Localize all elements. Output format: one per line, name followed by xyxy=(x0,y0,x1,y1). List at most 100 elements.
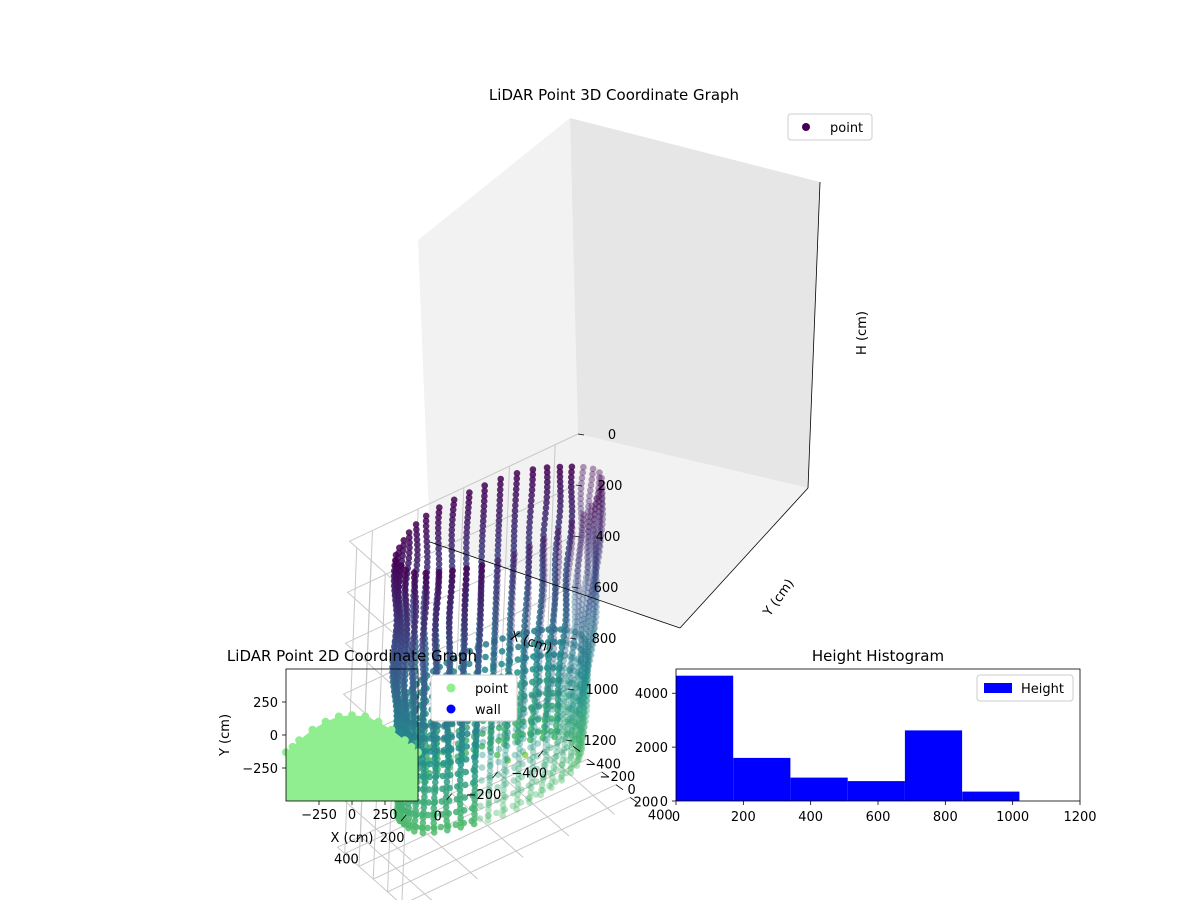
z-tick-label-3d: 0 xyxy=(608,428,616,443)
point-3d xyxy=(547,634,555,641)
point-3d xyxy=(514,786,522,793)
point-3d xyxy=(568,669,575,677)
point-3d xyxy=(571,603,578,611)
point-3d xyxy=(580,729,587,737)
point-3d xyxy=(559,751,567,759)
point-3d xyxy=(578,692,585,700)
point-3d xyxy=(507,610,514,618)
point-2d xyxy=(361,712,370,721)
point-3d xyxy=(488,723,496,730)
point-3d xyxy=(482,641,490,648)
point-fill-2d xyxy=(286,715,418,801)
point-3d xyxy=(577,657,584,664)
point-3d xyxy=(485,796,493,804)
point-3d xyxy=(553,740,561,747)
point-3d xyxy=(525,782,533,789)
point-3d xyxy=(565,678,573,686)
point-3d xyxy=(461,635,469,643)
point-3d xyxy=(568,659,575,667)
point-3d xyxy=(432,664,440,672)
point-3d xyxy=(446,663,453,670)
point-3d xyxy=(592,552,599,560)
point-3d xyxy=(564,555,571,563)
point-3d xyxy=(434,524,442,532)
point-3d xyxy=(575,557,582,564)
point-3d xyxy=(432,779,439,786)
point-3d xyxy=(521,692,528,700)
point-3d xyxy=(579,596,586,603)
point-3d xyxy=(446,629,453,637)
point-3d xyxy=(563,606,571,613)
point-3d xyxy=(586,597,594,605)
point-3d xyxy=(534,716,542,723)
point-3d xyxy=(540,561,548,569)
point-3d xyxy=(503,732,510,740)
point-3d xyxy=(578,698,585,706)
point-3d xyxy=(584,609,592,617)
point-3d xyxy=(574,577,582,585)
point-3d xyxy=(577,711,585,719)
point-3d xyxy=(581,660,588,667)
point-3d xyxy=(568,493,575,501)
point-3d xyxy=(571,748,578,756)
point-3d xyxy=(494,572,502,579)
point-3d xyxy=(583,677,591,684)
point-3d xyxy=(582,605,589,612)
point-3d xyxy=(473,722,481,729)
point-3d xyxy=(565,706,572,713)
point-3d xyxy=(592,613,600,621)
x-tick-label-histogram: 1000 xyxy=(996,810,1029,825)
point-3d xyxy=(570,695,577,703)
point-3d xyxy=(530,728,538,735)
point-3d xyxy=(592,556,599,563)
point-3d xyxy=(583,620,590,628)
histogram-bar xyxy=(962,791,1020,801)
point-3d xyxy=(463,570,470,578)
point-3d xyxy=(511,555,518,563)
point-3d xyxy=(536,647,543,655)
point-3d xyxy=(590,585,597,593)
point-3d xyxy=(486,745,494,752)
point-3d xyxy=(580,704,587,712)
point-3d xyxy=(575,756,583,763)
point-3d xyxy=(569,705,576,713)
point-3d xyxy=(584,528,592,536)
point-3d xyxy=(461,611,469,619)
point-3d xyxy=(490,645,498,652)
point-3d xyxy=(533,646,541,653)
point-3d xyxy=(457,761,465,768)
point-3d xyxy=(584,584,592,592)
point-3d xyxy=(539,734,546,742)
point-3d xyxy=(473,732,480,739)
point-3d xyxy=(599,505,606,513)
point-3d xyxy=(551,590,559,598)
point-3d xyxy=(568,654,576,661)
point-3d xyxy=(503,722,511,730)
point-3d xyxy=(490,655,497,663)
point-3d xyxy=(578,611,585,619)
point-3d xyxy=(590,610,597,618)
point-3d xyxy=(420,694,428,702)
point-3d xyxy=(585,552,593,560)
point-3d xyxy=(581,647,589,655)
x-tick-3d xyxy=(400,814,407,822)
point-3d xyxy=(515,722,522,730)
point-3d xyxy=(536,701,543,709)
point-3d xyxy=(569,701,577,708)
point-3d xyxy=(577,636,585,643)
point-3d xyxy=(586,602,593,610)
point-3d xyxy=(401,582,409,589)
point-3d xyxy=(528,718,535,726)
point-3d xyxy=(390,649,398,656)
point-3d xyxy=(476,626,484,634)
point-3d xyxy=(575,696,583,704)
chart-2d: LiDAR Point 2D Coordinate Graph −250 0 250… xyxy=(218,647,518,846)
point-3d xyxy=(597,510,605,517)
point-3d xyxy=(444,738,452,745)
point-3d xyxy=(569,649,576,657)
grid-line-x-floor xyxy=(360,836,433,900)
point-3d xyxy=(585,648,592,656)
point-3d xyxy=(575,750,582,758)
point-3d xyxy=(503,755,511,762)
point-3d xyxy=(423,533,430,540)
